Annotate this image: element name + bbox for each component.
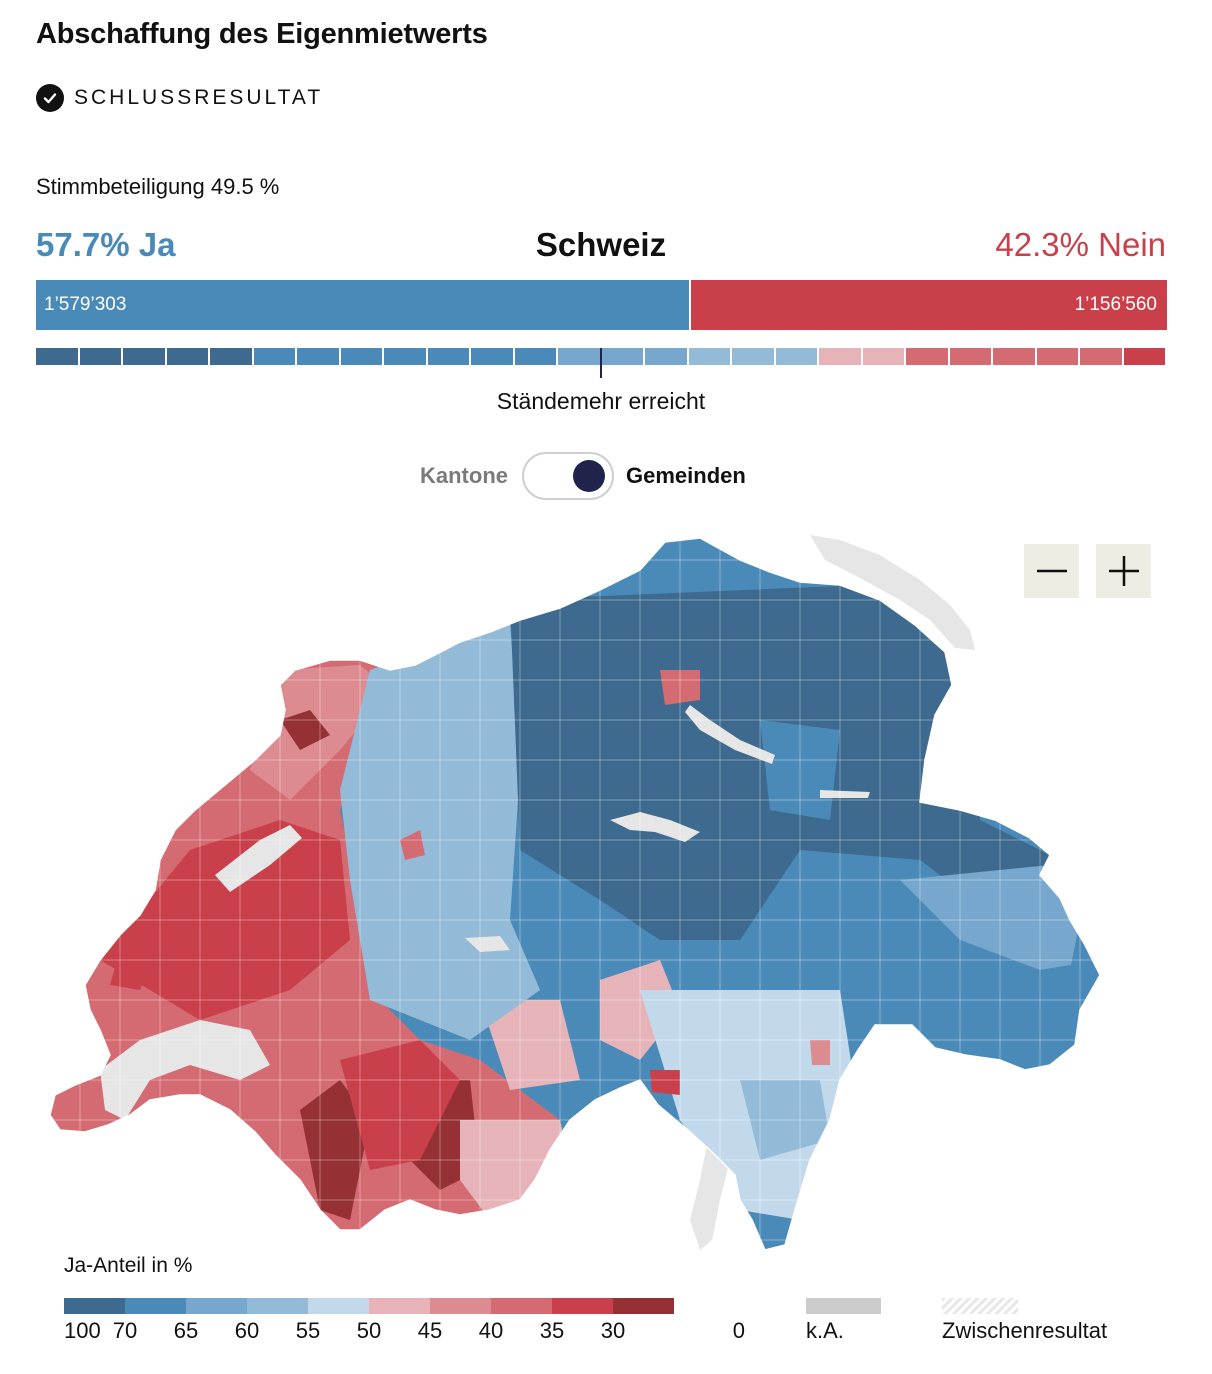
lake-walen (820, 790, 870, 798)
legend-color-step (64, 1298, 125, 1314)
legend-tick-label: 65 (173, 1318, 199, 1343)
canton-segment[interactable] (384, 348, 426, 365)
legend-color-step (186, 1298, 247, 1314)
canton-segment[interactable] (949, 348, 991, 365)
interim-result-swatch (942, 1298, 1018, 1314)
canton-segment[interactable] (1036, 348, 1078, 365)
legend-tick-label: 60 (234, 1318, 260, 1343)
result-bar: 1’579’303 1’156’560 (36, 280, 1167, 330)
lake-thun-brienz (465, 936, 510, 952)
legend-color-step (369, 1298, 430, 1314)
legend-color-step (125, 1298, 186, 1314)
level-switch[interactable] (522, 452, 614, 500)
canton-segment[interactable] (123, 348, 165, 365)
nein-bar-segment: 1’156’560 (689, 280, 1167, 330)
legend-color-scale (64, 1298, 674, 1314)
canton-segment[interactable] (297, 348, 339, 365)
legend-color-step (430, 1298, 491, 1314)
canton-result-strip (36, 348, 1167, 365)
legend-color-step (613, 1298, 674, 1314)
legend-tick-label: 55 (295, 1318, 321, 1343)
lake-geneva (100, 1020, 270, 1120)
zoom-out-button[interactable] (1024, 544, 1079, 598)
legend-tick-label: 0 (732, 1318, 745, 1343)
canton-segment[interactable] (427, 348, 469, 365)
minus-icon (1036, 569, 1067, 573)
canton-segment[interactable] (906, 348, 948, 365)
canton-segment[interactable] (1080, 348, 1122, 365)
toggle-label-gemeinden[interactable]: Gemeinden (626, 463, 746, 488)
ja-percentage: 57.7% Ja (36, 226, 176, 263)
zoom-in-button[interactable] (1096, 544, 1151, 598)
final-result-status: SCHLUSSRESULTAT (36, 84, 323, 112)
legend-tick-label: 50 (356, 1318, 382, 1343)
canton-segment[interactable] (862, 348, 904, 365)
canton-segment[interactable] (601, 348, 643, 365)
switzerland-municipality-map[interactable] (40, 520, 1170, 1260)
canton-segment[interactable] (645, 348, 687, 365)
canton-segment[interactable] (471, 348, 513, 365)
canton-segment[interactable] (819, 348, 861, 365)
lake-neuchatel (215, 825, 302, 892)
check-circle-icon (36, 84, 64, 112)
canton-segment[interactable] (36, 348, 78, 365)
turnout-text: Stimmbeteiligung 49.5 % (36, 174, 280, 199)
legend-tick-label: 70 (112, 1318, 138, 1343)
canton-segment[interactable] (166, 348, 208, 365)
legend-tick-label: 35 (539, 1318, 565, 1343)
canton-segment[interactable] (79, 348, 121, 365)
majority-marker (600, 348, 602, 378)
canton-segment[interactable] (775, 348, 817, 365)
canton-segment[interactable] (993, 348, 1035, 365)
canton-segment[interactable] (340, 348, 382, 365)
legend-color-step (247, 1298, 308, 1314)
legend-tick-label: 30 (600, 1318, 626, 1343)
status-label: SCHLUSSRESULTAT (74, 86, 324, 109)
canton-segment[interactable] (688, 348, 730, 365)
lake-constance (810, 535, 975, 650)
legend-color-step (552, 1298, 613, 1314)
legend-color-step (308, 1298, 369, 1314)
no-data-label: k.A. (806, 1318, 844, 1343)
canton-segment[interactable] (1123, 348, 1165, 365)
canton-segment[interactable] (210, 348, 252, 365)
no-data-swatch (806, 1298, 881, 1314)
canton-segment[interactable] (253, 348, 295, 365)
legend-tick-label: 45 (417, 1318, 443, 1343)
page-title: Abschaffung des Eigenmietwerts (36, 18, 488, 50)
lake-lucerne (610, 812, 700, 842)
ja-votes: 1’579’303 (44, 294, 127, 315)
canton-segment[interactable] (732, 348, 774, 365)
legend-title: Ja-Anteil in % (64, 1254, 193, 1277)
legend-tick-label: 40 (478, 1318, 504, 1343)
ja-bar-segment: 1’579’303 (36, 280, 689, 330)
switzerland-border (49, 537, 1101, 1251)
switch-knob (573, 460, 605, 492)
canton-segment[interactable] (558, 348, 600, 365)
nein-percentage: 42.3% Nein (995, 226, 1166, 263)
legend-color-step (491, 1298, 552, 1314)
canton-segment[interactable] (514, 348, 556, 365)
nein-votes: 1’156’560 (1074, 294, 1157, 315)
level-toggle: Kantone Gemeinden (420, 452, 746, 500)
lake-zurich (685, 705, 775, 764)
majority-label: Ständemehr erreicht (496, 388, 706, 414)
interim-result-label: Zwischenresultat (942, 1318, 1108, 1343)
plus-icon (1108, 556, 1139, 586)
legend-tick-label: 100 (64, 1318, 101, 1343)
region-name: Schweiz (535, 226, 667, 263)
toggle-label-kantone[interactable]: Kantone (420, 463, 508, 488)
